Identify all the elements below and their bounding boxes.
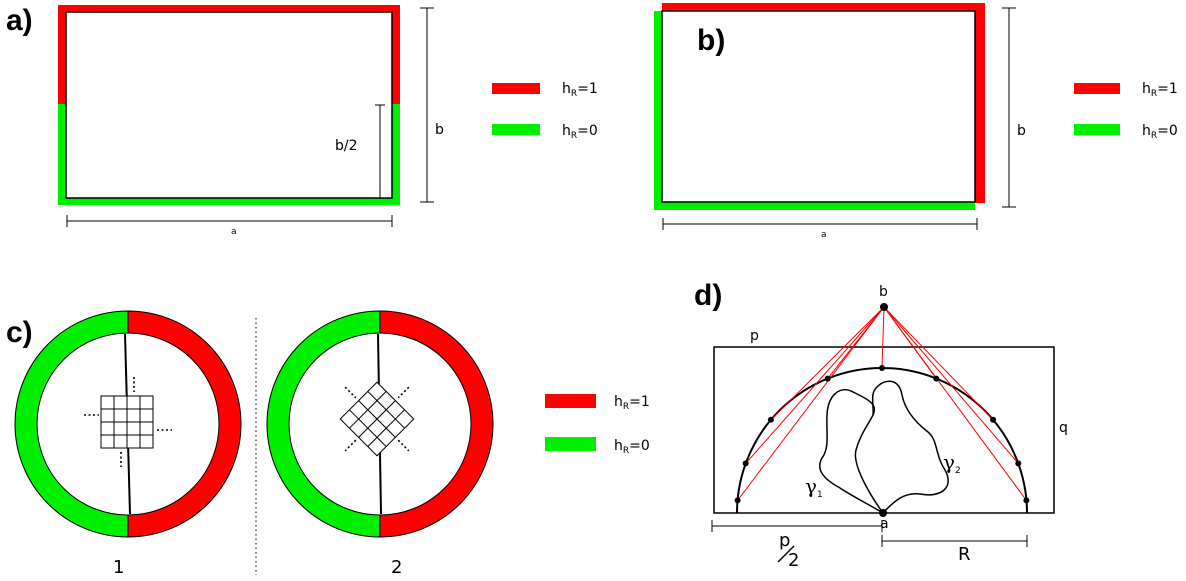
arc-point-5	[879, 365, 885, 371]
circle-2-label: 2	[391, 557, 402, 578]
arc-point-2	[742, 460, 749, 467]
domain-rect-b	[661, 10, 976, 203]
panel-a-label: a)	[6, 4, 33, 37]
semicircle-arc	[736, 367, 1028, 514]
radius-label: R	[958, 544, 971, 565]
ray-7	[883, 306, 994, 421]
svg-text:p: p	[779, 530, 790, 551]
legend-green-label-c: hR=0	[614, 438, 650, 456]
ray-5	[881, 306, 885, 369]
panel-b: b) b a hR=1 hR=0	[654, 3, 1178, 240]
gamma-1-label: γ1	[805, 474, 823, 500]
ray-9	[883, 306, 1027, 501]
mesh-grid-2	[339, 381, 415, 457]
legend-green-label-b: hR=0	[1142, 123, 1178, 141]
side-p-label: p	[750, 328, 759, 344]
dim-a-label-b: a	[821, 230, 827, 240]
legend-green-swatch-b	[1074, 124, 1120, 135]
rays-from-b	[737, 306, 1027, 501]
legend-red-label-a: hR=1	[562, 81, 598, 99]
domain-rect-d	[713, 346, 1055, 514]
legend-red-swatch-a	[492, 83, 540, 94]
legend-red-label-c: hR=1	[614, 394, 650, 412]
mesh-grid-1	[84, 377, 172, 467]
legend-red-swatch-c	[545, 394, 596, 408]
point-a-label: a	[880, 516, 889, 532]
point-b	[880, 303, 888, 311]
legend-red-swatch-b	[1074, 83, 1120, 94]
red-boundary-top	[58, 5, 400, 104]
legend-green-swatch-c	[545, 437, 596, 451]
svg-text:2: 2	[788, 550, 799, 571]
arc-point-6	[933, 375, 940, 382]
arc-points	[734, 365, 1030, 504]
green-boundary-bottom	[58, 104, 400, 205]
dim-a-label-a: a	[231, 227, 237, 237]
arc-point-7	[990, 416, 997, 423]
annulus-2	[266, 310, 494, 538]
curve-gamma-1	[819, 389, 884, 514]
side-q-label: q	[1059, 420, 1068, 436]
domain-rect-a	[65, 11, 393, 199]
dim-b-half-label: b/2	[335, 138, 358, 154]
arc-point-1	[734, 497, 741, 504]
panel-b-label: b)	[697, 24, 725, 57]
panel-a: a) b/2 b a hR=1 hR=0	[6, 4, 598, 237]
panel-c-label: c)	[6, 316, 33, 349]
circle-1-label: 1	[113, 557, 124, 578]
half-p-fraction: p 2	[777, 530, 799, 571]
arc-point-3	[767, 416, 774, 423]
dim-b-label-a: b	[435, 122, 444, 138]
legend-red-label-b: hR=1	[1142, 81, 1178, 99]
dim-b-label-b: b	[1017, 123, 1026, 139]
arc-point-8	[1015, 460, 1022, 467]
ray-4	[827, 306, 885, 379]
panel-d: d) b a γ1 γ2 p q p 2	[694, 279, 1068, 571]
arc-point-9	[1023, 497, 1030, 504]
panel-d-label: d)	[694, 279, 722, 312]
ray-2	[745, 306, 885, 464]
legend-green-swatch-a	[492, 124, 540, 135]
ray-1	[737, 306, 885, 501]
legend-green-label-a: hR=0	[562, 123, 598, 141]
panel-c: c)	[6, 310, 650, 578]
annulus-1	[14, 310, 242, 538]
point-b-label: b	[879, 284, 888, 300]
arc-point-4	[824, 375, 831, 382]
ray-3	[770, 306, 885, 421]
curve-gamma-2	[871, 380, 949, 514]
ray-8	[883, 306, 1019, 464]
gamma-2-label: γ2	[943, 450, 961, 476]
